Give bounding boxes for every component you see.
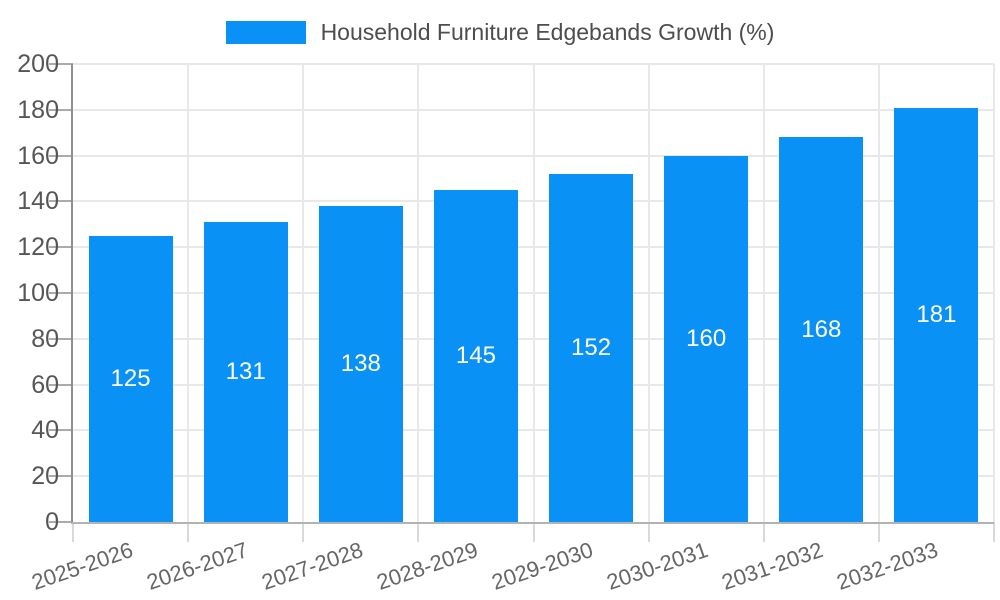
y-tick-label: 100 <box>17 279 59 307</box>
x-category-label: 2026-2027 <box>143 537 251 595</box>
x-tick <box>647 522 650 542</box>
bar[interactable]: 168 <box>779 137 864 522</box>
y-tick <box>49 108 73 111</box>
x-category-label: 2027-2028 <box>258 537 366 595</box>
y-tick <box>49 429 73 432</box>
y-tick <box>49 475 73 478</box>
x-gridline <box>877 64 880 522</box>
x-gridline <box>762 64 765 522</box>
bar-value-label: 152 <box>571 333 612 361</box>
y-tick <box>49 521 73 523</box>
bar[interactable]: 160 <box>664 155 749 522</box>
x-category-label: 2030-2031 <box>603 537 712 595</box>
x-tick <box>532 522 535 542</box>
y-tick-label: 40 <box>31 416 59 445</box>
x-gridline <box>302 64 305 522</box>
y-tick <box>49 383 73 386</box>
bar[interactable]: 152 <box>549 173 634 522</box>
legend-label: Household Furniture Edgebands Growth (%) <box>320 19 775 45</box>
y-tick-label: 0 <box>45 508 59 536</box>
legend[interactable]: Household Furniture Edgebands Growth (%) <box>0 18 1000 46</box>
x-tick <box>302 522 305 542</box>
x-category-label: 2032-2033 <box>833 537 942 595</box>
x-gridline <box>647 64 650 522</box>
y-tick <box>49 63 73 65</box>
x-gridline <box>532 64 535 522</box>
y-tick-label: 120 <box>17 233 59 262</box>
x-tick <box>877 522 880 542</box>
y-tick <box>49 200 73 203</box>
bar-value-label: 145 <box>455 341 496 369</box>
bar[interactable]: 145 <box>433 189 518 522</box>
y-tick-label: 180 <box>17 95 59 124</box>
y-tick-label: 160 <box>17 141 59 170</box>
y-tick-label: 20 <box>31 462 59 491</box>
bar[interactable]: 125 <box>88 235 173 522</box>
y-tick-label: 60 <box>31 370 59 399</box>
x-tick <box>993 522 995 542</box>
y-tick-label: 140 <box>17 187 59 216</box>
x-gridline <box>187 64 190 522</box>
x-category-label: 2029-2030 <box>488 537 597 595</box>
x-category-label: 2025-2026 <box>28 537 136 595</box>
plot-area: 0 20 40 60 80 100 120 140 160 180 200 125 131 138 145 1… <box>17 50 995 595</box>
y-tick-label: 80 <box>31 324 59 353</box>
x-category-label: 2028-2029 <box>373 537 482 595</box>
y-tick <box>49 292 73 294</box>
bar-value-label: 125 <box>110 364 151 392</box>
bar[interactable]: 138 <box>318 205 403 522</box>
x-tick <box>417 522 420 542</box>
bar-value-label: 160 <box>686 324 727 352</box>
y-axis-line <box>71 64 73 524</box>
bar-value-label: 138 <box>340 350 381 377</box>
bar[interactable]: 181 <box>894 107 979 522</box>
x-category-label: 2031-2032 <box>718 537 827 595</box>
y-tick <box>49 246 73 249</box>
x-tick <box>762 522 765 542</box>
y-tick-label: 200 <box>17 50 59 78</box>
x-gridline <box>417 64 420 522</box>
x-axis-line <box>71 522 994 524</box>
bar-value-label: 181 <box>916 300 957 328</box>
y-tick <box>49 154 73 157</box>
x-tick <box>187 522 190 542</box>
legend-swatch-icon <box>225 20 306 44</box>
x-tick <box>72 522 74 542</box>
bar-value-label: 131 <box>225 358 266 386</box>
bar[interactable]: 131 <box>203 222 288 522</box>
bar-value-label: 168 <box>801 315 842 343</box>
y-tick <box>49 337 73 340</box>
x-gridline <box>993 64 995 522</box>
